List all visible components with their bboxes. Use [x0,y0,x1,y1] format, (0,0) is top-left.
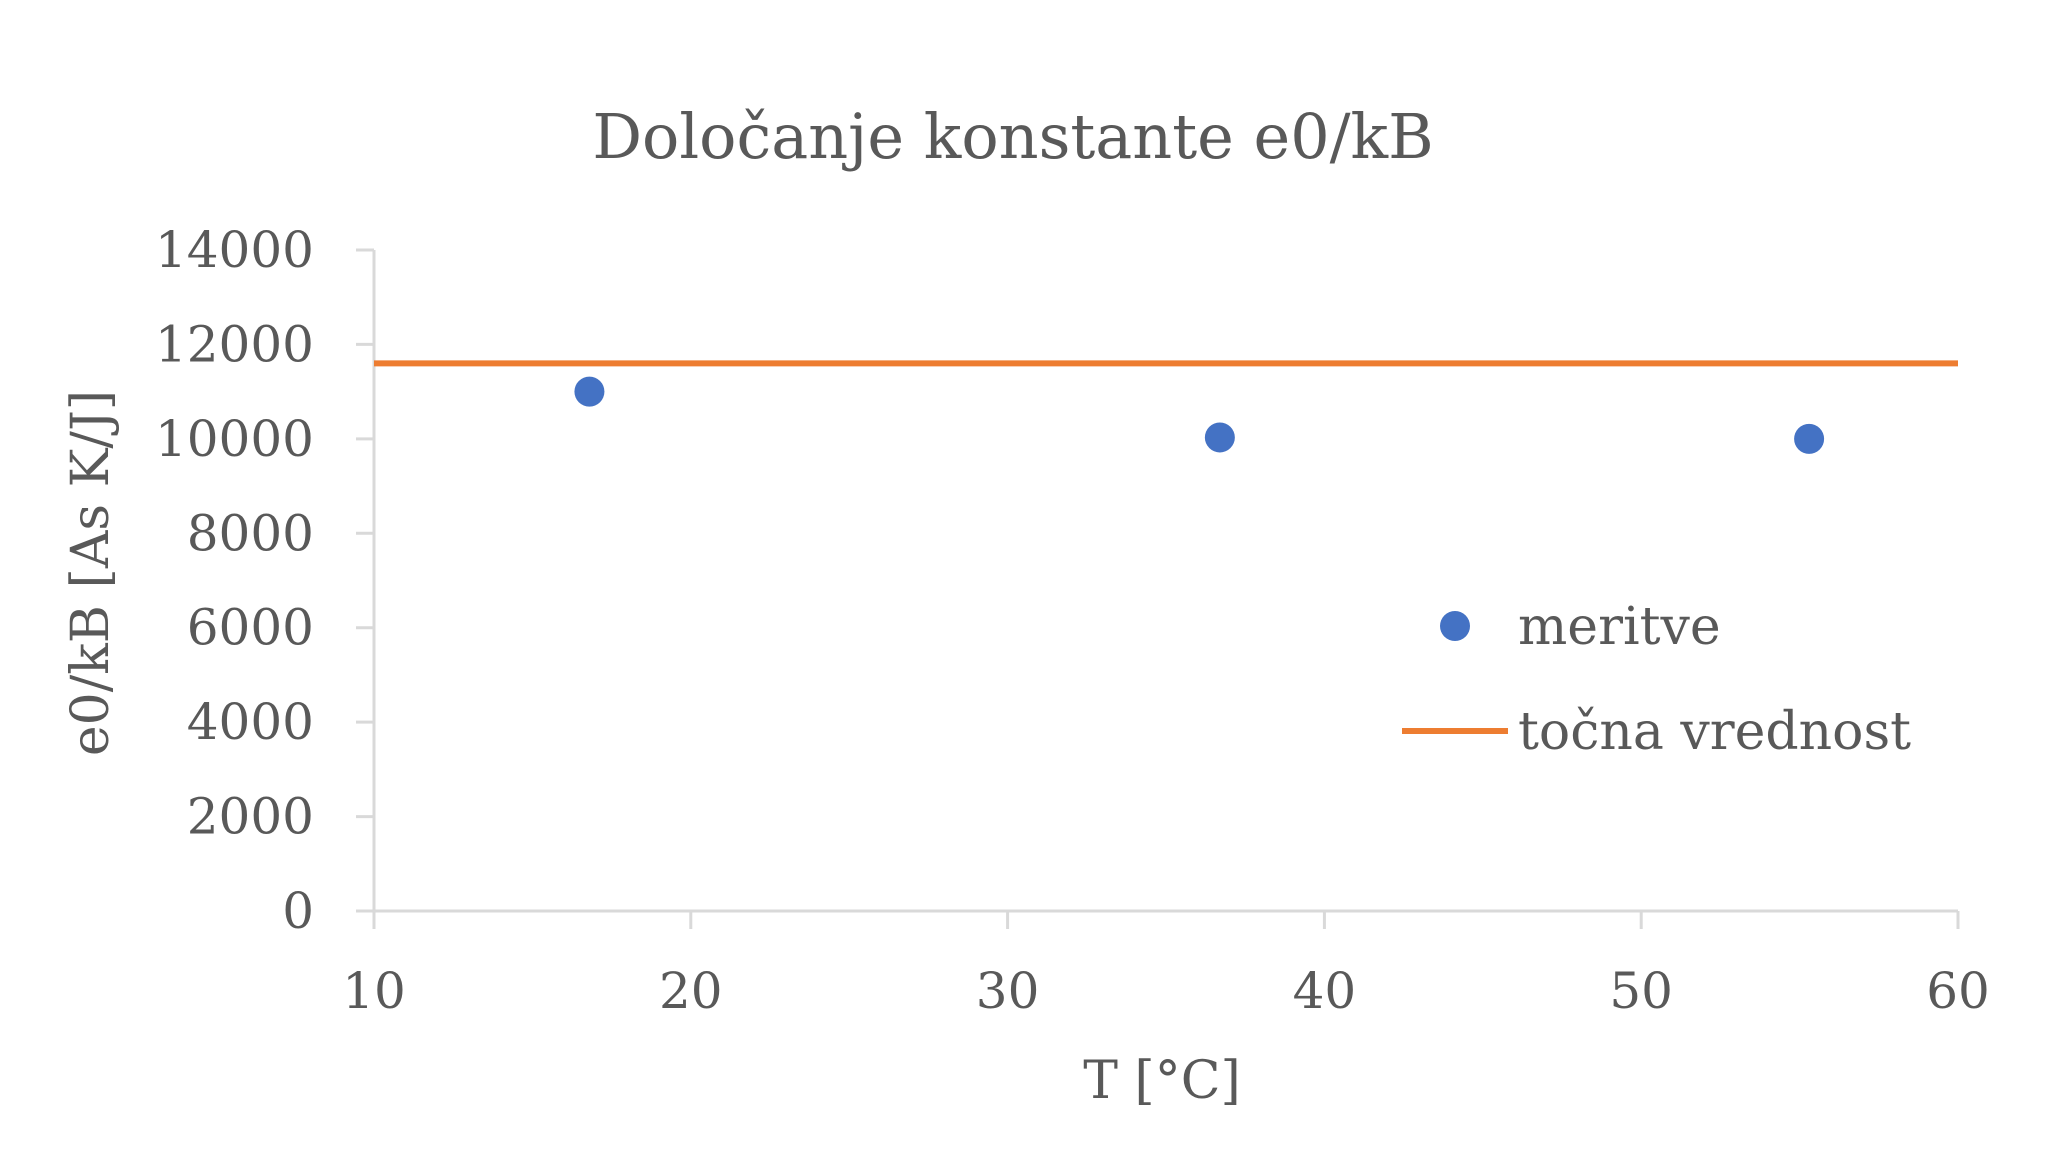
data-point-meritve [574,376,605,407]
legend-label-tocna-vrednost: točna vrednost [1518,702,1911,762]
y-tick-label: 10000 [155,410,314,468]
plot-area [374,360,1958,454]
y-tick-label: 12000 [155,315,314,373]
y-tick-label: 8000 [187,504,314,562]
x-tick-label: 10 [342,962,406,1020]
x-tick-label: 30 [976,962,1040,1020]
y-axis-title: e0/kB [As K/J] [61,390,121,756]
y-tick-label: 2000 [187,788,314,846]
x-tick-label: 20 [659,962,723,1020]
y-tick-label: 0 [282,882,314,940]
axes: 0 2000 4000 6000 8000 10000 12000 14000 10 20 30 40… [155,221,1990,1020]
x-tick-label: 40 [1293,962,1357,1020]
legend-marker-meritve [1440,611,1470,641]
x-tick-label: 50 [1609,962,1673,1020]
x-tick-label: 60 [1926,962,1990,1020]
data-point-meritve [1204,422,1235,453]
chart-title: Določanje konstante e0/kB [592,100,1433,173]
y-tick-label: 14000 [155,221,314,279]
y-tick-label: 4000 [187,693,314,751]
data-point-meritve [1794,423,1825,454]
legend: meritve točna vrednost [1402,597,1911,762]
legend-label-meritve: meritve [1518,597,1721,657]
x-axis-title: T [°C] [1083,1051,1241,1111]
y-tick-label: 6000 [187,599,314,657]
